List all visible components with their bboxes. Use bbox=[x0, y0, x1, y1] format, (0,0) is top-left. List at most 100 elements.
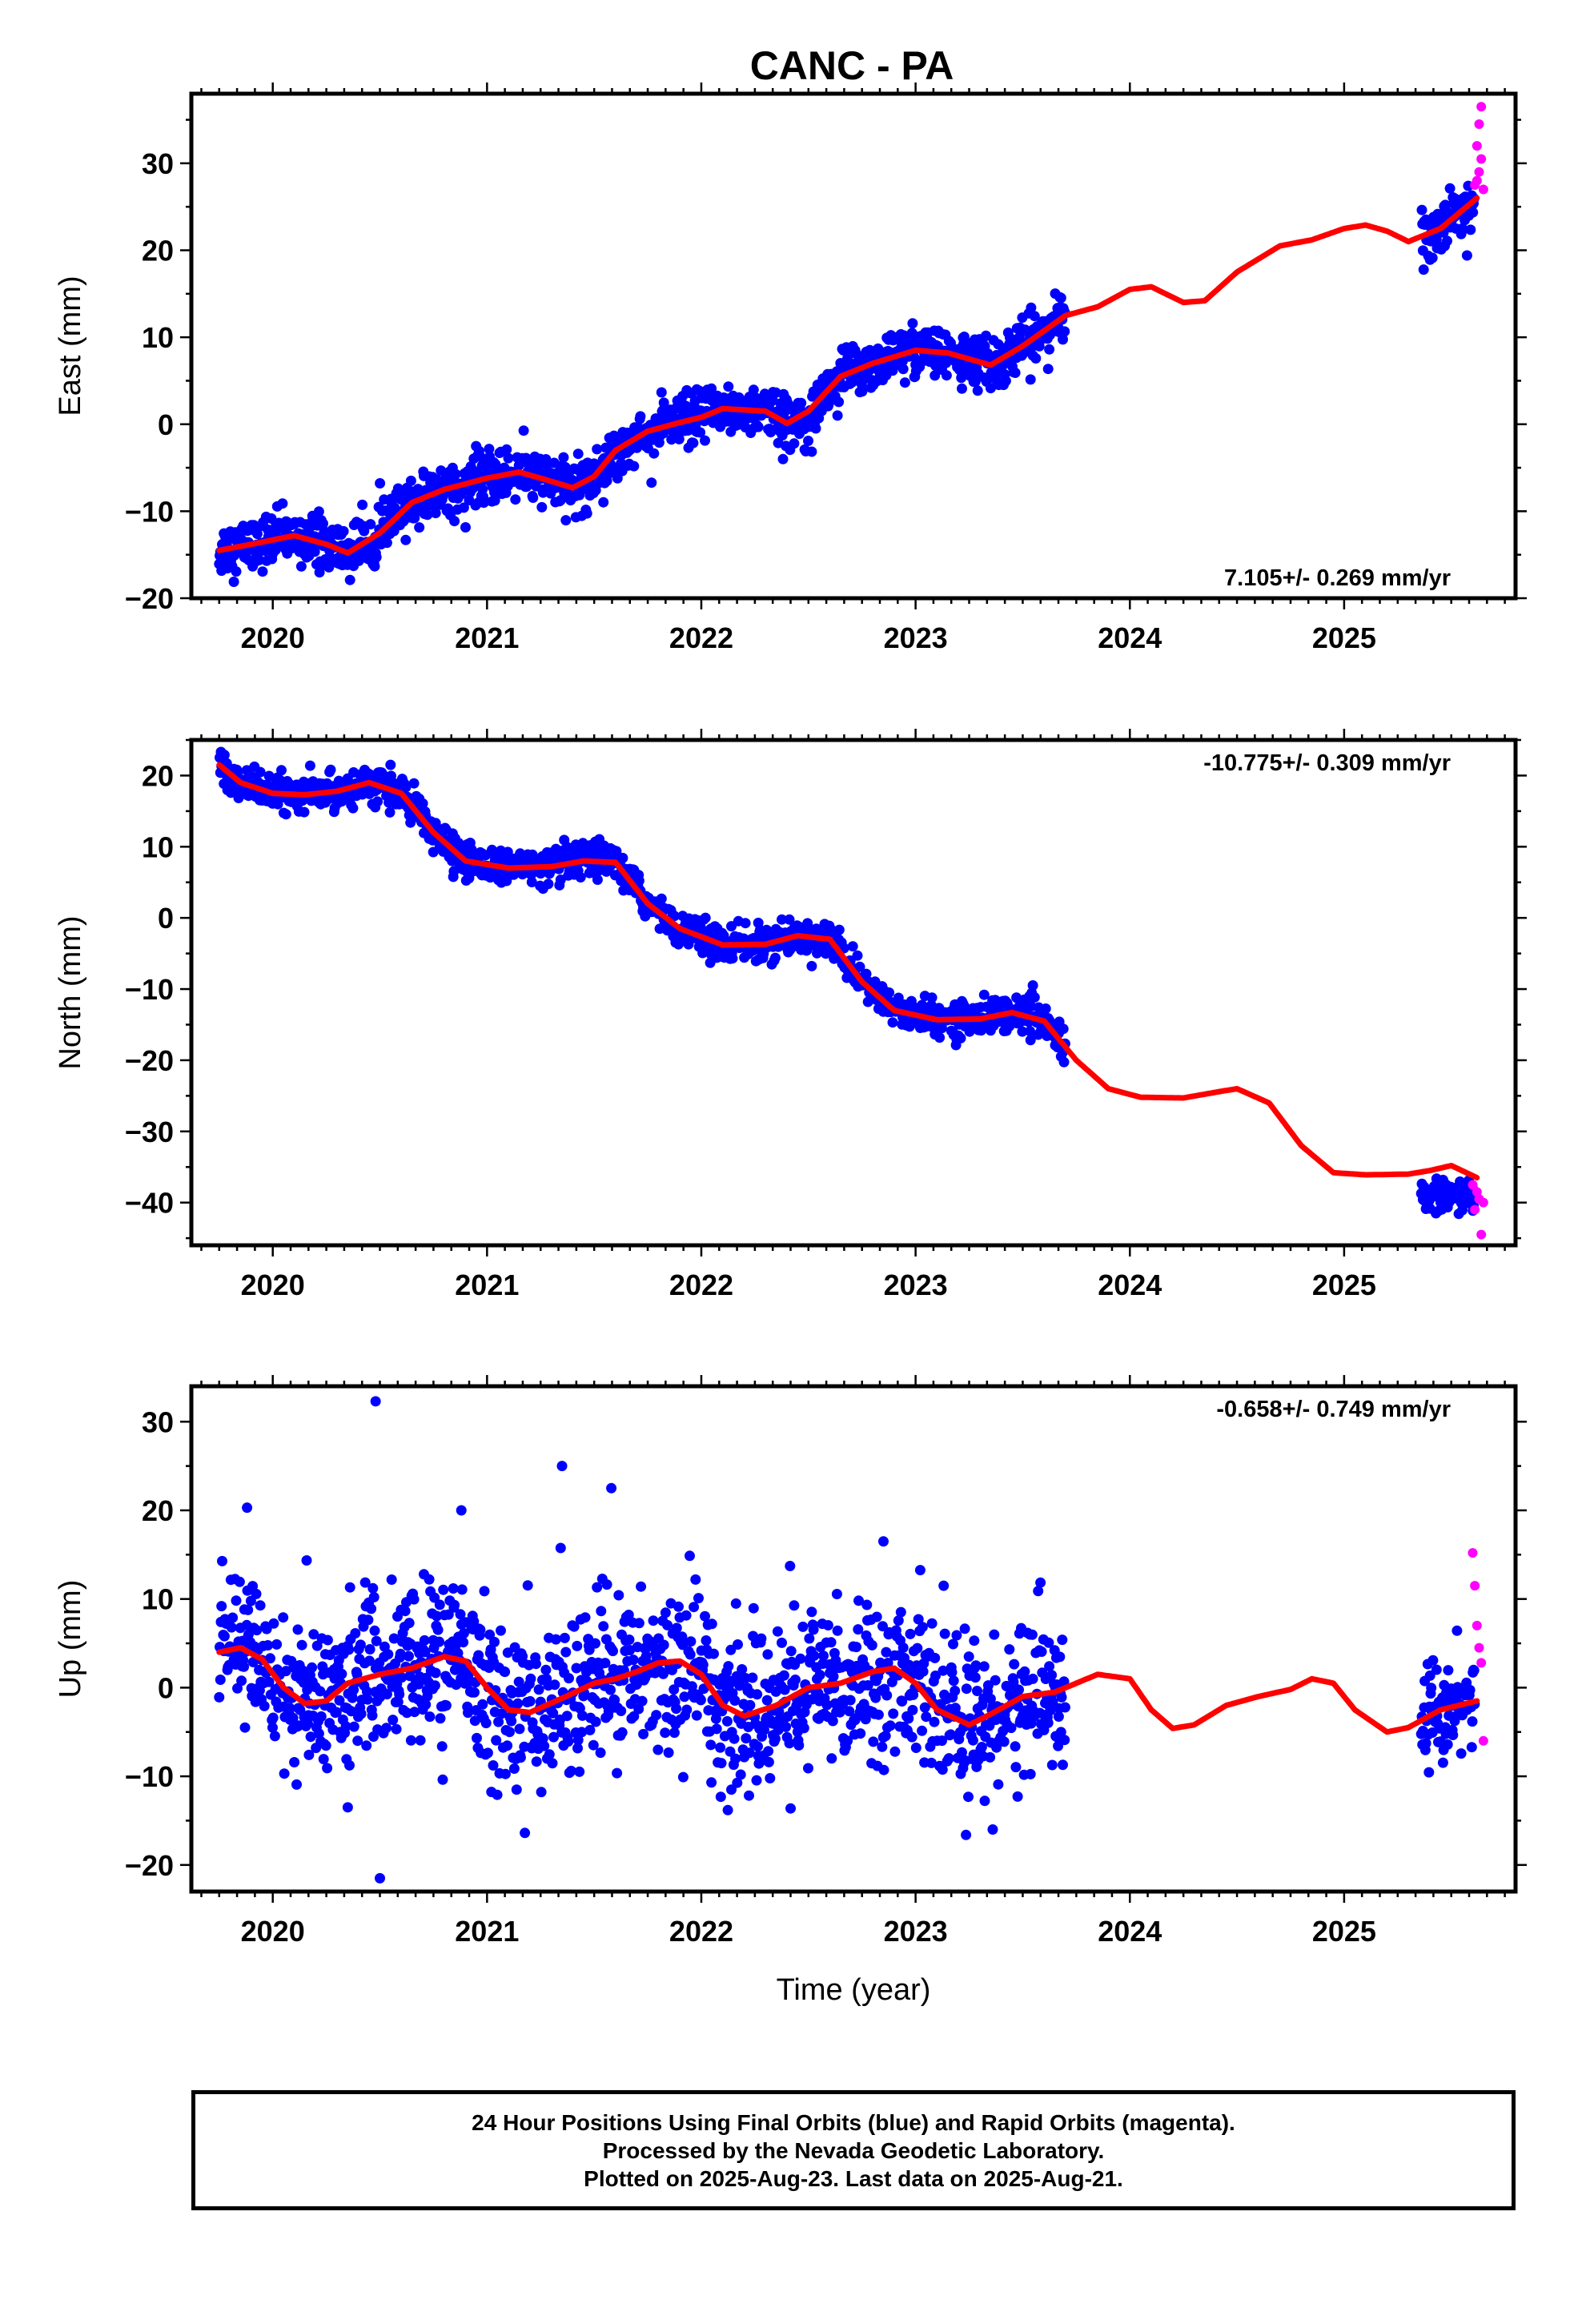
final-orbit-point bbox=[781, 1721, 792, 1732]
final-orbit-point bbox=[861, 1599, 873, 1610]
footer-line-dates: Plotted on 2025-Aug-23. Last data on 202… bbox=[584, 2165, 1123, 2191]
final-orbit-point bbox=[227, 1612, 239, 1623]
final-orbit-point bbox=[1029, 991, 1040, 1003]
final-orbit-point bbox=[806, 1606, 817, 1618]
final-orbit-point bbox=[458, 502, 469, 513]
final-orbit-point bbox=[524, 1695, 536, 1707]
final-orbit-point bbox=[612, 1767, 623, 1779]
final-orbit-point bbox=[568, 1621, 580, 1632]
final-orbit-point bbox=[567, 475, 578, 485]
final-orbit-point bbox=[308, 1629, 319, 1640]
final-orbit-point bbox=[254, 554, 265, 565]
final-orbit-point bbox=[636, 1581, 647, 1592]
final-orbit-point bbox=[234, 1576, 245, 1587]
final-orbit-point bbox=[957, 1747, 967, 1758]
final-orbit-point bbox=[231, 566, 242, 577]
final-orbit-point bbox=[395, 1648, 406, 1659]
final-orbit-point bbox=[580, 1612, 591, 1623]
final-orbit-point bbox=[500, 1768, 511, 1779]
final-orbit-point bbox=[501, 444, 512, 455]
final-orbit-point bbox=[608, 1646, 618, 1657]
final-orbit-point bbox=[735, 1769, 746, 1780]
final-orbit-point bbox=[226, 1622, 237, 1633]
rapid-orbit-point bbox=[1472, 175, 1482, 186]
x-tick-label: 2024 bbox=[1098, 621, 1162, 654]
final-orbit-point bbox=[304, 760, 315, 771]
final-orbit-point bbox=[671, 1622, 682, 1634]
final-orbit-point bbox=[368, 1591, 379, 1602]
final-orbit-point bbox=[531, 1659, 541, 1670]
final-orbit-point bbox=[287, 1712, 299, 1723]
y-tick-label: 10 bbox=[142, 830, 174, 863]
final-orbit-point bbox=[700, 435, 710, 446]
final-orbit-point bbox=[727, 953, 738, 964]
final-orbit-point bbox=[868, 1736, 879, 1747]
final-orbit-point bbox=[381, 537, 392, 549]
final-orbit-point bbox=[420, 1699, 432, 1710]
final-orbit-point bbox=[344, 1582, 355, 1593]
rapid-orbit-point bbox=[1478, 1197, 1488, 1208]
final-orbit-point bbox=[1029, 311, 1040, 322]
final-orbit-point bbox=[763, 1756, 774, 1767]
final-orbit-point bbox=[1010, 368, 1021, 378]
final-orbit-point bbox=[831, 1589, 842, 1599]
final-orbit-point bbox=[1443, 1665, 1454, 1676]
final-orbit-point bbox=[809, 1651, 820, 1661]
final-orbit-point bbox=[493, 1716, 504, 1727]
final-orbit-point bbox=[391, 1723, 402, 1735]
final-orbit-point bbox=[384, 806, 396, 818]
final-orbit-point bbox=[917, 1622, 928, 1633]
final-orbit-point bbox=[769, 1733, 781, 1744]
final-orbit-point bbox=[640, 1651, 652, 1662]
y-tick-label: 0 bbox=[158, 408, 174, 441]
final-orbit-point bbox=[396, 1672, 408, 1683]
final-orbit-point bbox=[926, 1618, 938, 1629]
final-orbit-point bbox=[564, 1673, 574, 1684]
final-orbit-point bbox=[1457, 223, 1468, 234]
final-orbit-point bbox=[381, 1689, 392, 1700]
final-orbit-point bbox=[415, 1735, 426, 1746]
final-orbit-point bbox=[223, 535, 234, 546]
final-orbit-point bbox=[919, 1702, 930, 1713]
rapid-orbit-point bbox=[1470, 1204, 1480, 1215]
final-orbit-point bbox=[938, 1665, 949, 1676]
final-orbit-point bbox=[753, 421, 764, 432]
final-orbit-point bbox=[299, 806, 310, 818]
final-orbit-point bbox=[372, 796, 383, 807]
final-orbit-point bbox=[232, 1683, 243, 1694]
final-orbit-point bbox=[716, 1758, 727, 1769]
final-orbit-point bbox=[301, 1555, 312, 1566]
rapid-orbit-point bbox=[1472, 1620, 1482, 1630]
final-orbit-point bbox=[709, 1648, 719, 1659]
final-orbit-point bbox=[628, 1655, 639, 1666]
final-orbit-point bbox=[504, 1727, 515, 1738]
x-tick-label: 2024 bbox=[1098, 1269, 1162, 1301]
final-orbit-point bbox=[660, 1607, 671, 1618]
final-orbit-point bbox=[1426, 1683, 1437, 1694]
final-orbit-point bbox=[959, 1623, 970, 1634]
rapid-orbit-point bbox=[1470, 1581, 1480, 1591]
rapid-orbit-point bbox=[1468, 1180, 1478, 1190]
final-orbit-point bbox=[408, 778, 420, 789]
final-orbit-point bbox=[866, 1639, 877, 1651]
final-orbit-point bbox=[387, 1715, 399, 1726]
final-orbit-point bbox=[833, 396, 845, 408]
final-orbit-point bbox=[972, 385, 983, 396]
final-orbit-point bbox=[460, 522, 471, 533]
final-orbit-point bbox=[1046, 1759, 1058, 1771]
final-orbit-point bbox=[899, 377, 910, 388]
final-orbit-point bbox=[646, 477, 657, 489]
final-orbit-point bbox=[628, 1711, 640, 1722]
final-orbit-point bbox=[725, 1644, 737, 1655]
final-orbit-point bbox=[295, 561, 307, 572]
final-orbit-point bbox=[937, 1764, 948, 1775]
rapid-orbit-point bbox=[1468, 1548, 1478, 1558]
final-orbit-point bbox=[914, 1565, 926, 1576]
final-orbit-point bbox=[422, 1691, 433, 1702]
final-orbit-point bbox=[1033, 1586, 1044, 1597]
final-orbit-point bbox=[845, 1695, 856, 1706]
final-orbit-point bbox=[409, 1707, 420, 1718]
final-orbit-point bbox=[730, 1598, 741, 1609]
final-orbit-point bbox=[381, 1723, 392, 1734]
final-orbit-point bbox=[1466, 1742, 1477, 1753]
